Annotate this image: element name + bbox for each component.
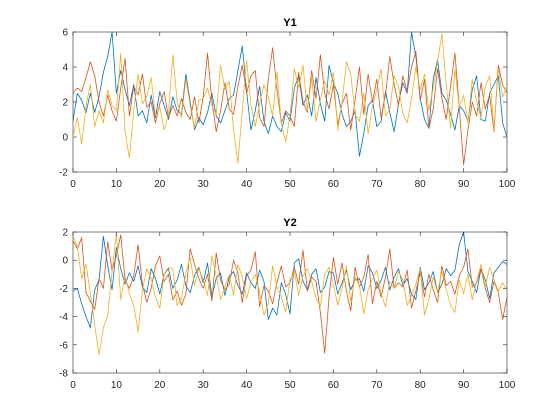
series-line-3	[72, 233, 508, 356]
x-tick-label: 100	[499, 380, 516, 391]
axes-box	[72, 31, 508, 173]
x-tick-label: 70	[371, 179, 383, 190]
y-tick-label: 2	[62, 228, 68, 239]
x-tick-label: 90	[458, 380, 470, 391]
x-tick-label: 60	[328, 179, 340, 190]
x-tick-label: 0	[70, 380, 76, 391]
chart-title: Y2	[283, 217, 296, 229]
chart-title: Y1	[283, 17, 296, 29]
y-tick-label: 2	[62, 98, 68, 109]
x-tick-label: 10	[111, 179, 123, 190]
y-tick-label: 0	[62, 256, 68, 267]
subplot-2: 0 10 20 30 40 50 60 70 80 90 100 -8 -6 -4 -2 0 2 Y2	[59, 217, 516, 391]
x-tick-label: 100	[499, 179, 516, 190]
axes-box	[72, 231, 508, 374]
x-tick-label: 20	[154, 380, 166, 391]
x-tick-label: 40	[241, 179, 253, 190]
series-line-3	[72, 33, 508, 164]
x-tick-label: 80	[415, 179, 427, 190]
x-tick-label: 0	[70, 179, 76, 190]
x-tick-label: 30	[198, 179, 210, 190]
y-tick-label: 6	[62, 28, 68, 39]
y-tick-label: -8	[59, 369, 68, 380]
x-tick-label: 50	[284, 380, 296, 391]
y-tick-label: -4	[59, 312, 68, 323]
y-tick-label: -2	[59, 168, 68, 179]
x-tick-label: 90	[458, 179, 470, 190]
series-line-1	[72, 31, 508, 157]
y-tick-label: -6	[59, 340, 68, 351]
x-tick-label: 10	[111, 380, 123, 391]
y-tick-label: -2	[59, 284, 68, 295]
x-tick-label: 80	[415, 380, 427, 391]
x-tick-label: 20	[154, 179, 166, 190]
x-tick-label: 30	[198, 380, 210, 391]
series-line-1	[72, 231, 508, 329]
x-tick-label: 40	[241, 380, 253, 391]
x-tick-label: 50	[284, 179, 296, 190]
y-tick-label: 4	[62, 63, 68, 74]
x-tick-label: 60	[328, 380, 340, 391]
x-tick-label: 70	[371, 380, 383, 391]
y-tick-label: 0	[62, 133, 68, 144]
